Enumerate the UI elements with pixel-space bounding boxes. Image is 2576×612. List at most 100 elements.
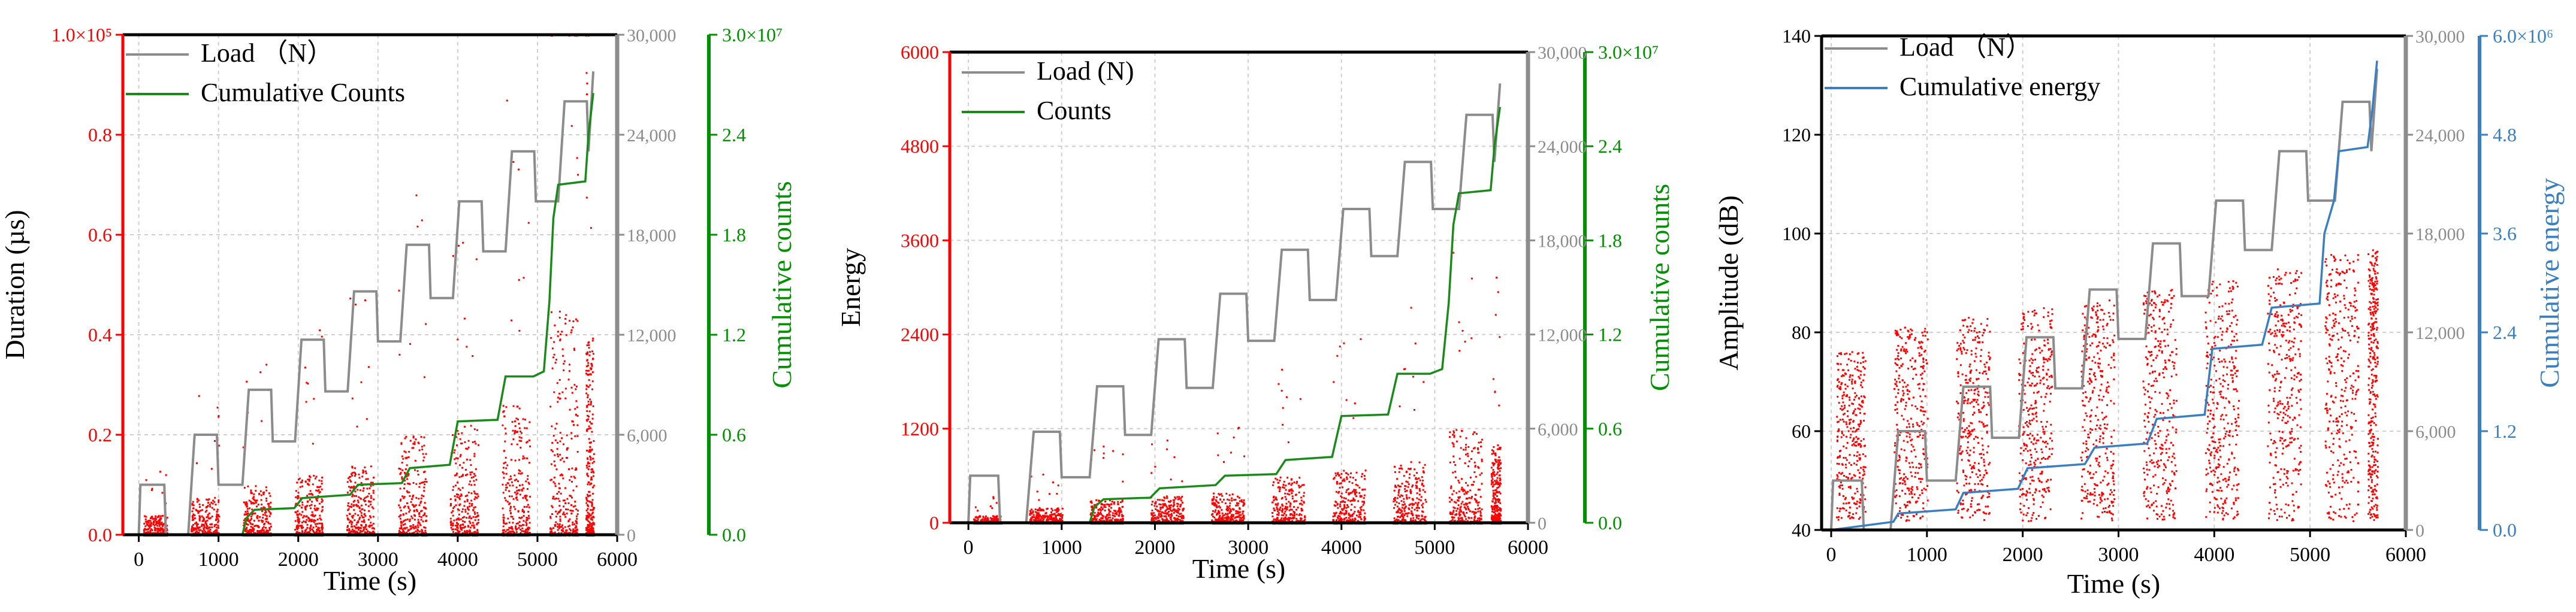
data-point (576, 320, 579, 322)
data-point (244, 513, 246, 516)
data-point (1182, 510, 1184, 512)
data-point (347, 509, 349, 511)
data-point (1155, 501, 1157, 503)
data-point (588, 425, 590, 428)
data-point (422, 520, 424, 523)
data-point (587, 374, 590, 376)
data-point (551, 450, 554, 453)
data-point (585, 518, 588, 520)
data-point (155, 518, 158, 520)
data-point (563, 362, 565, 365)
data-point (423, 436, 425, 438)
data-point (424, 483, 426, 486)
data-point (1037, 510, 1039, 512)
data-point (1235, 510, 1237, 513)
data-point (592, 529, 594, 532)
data-point (369, 515, 372, 517)
data-point (361, 516, 364, 519)
data-point (590, 368, 593, 371)
data-point (401, 462, 403, 464)
data-point (398, 467, 400, 469)
data-point (1221, 519, 1224, 522)
data-point (297, 527, 300, 529)
data-point (1182, 507, 1185, 510)
data-point (518, 407, 521, 410)
data-point (418, 504, 421, 507)
data-point (512, 438, 515, 440)
data-point (464, 526, 466, 528)
data-point (301, 479, 304, 481)
data-point (301, 511, 304, 513)
data-point (268, 505, 270, 507)
data-point (305, 521, 307, 523)
data-point (250, 492, 252, 495)
data-point (511, 319, 513, 322)
data-point (368, 532, 370, 534)
data-point (1106, 503, 1109, 505)
data-point (524, 529, 527, 532)
data-point (458, 487, 460, 490)
data-point (1054, 509, 1056, 511)
data-point (316, 486, 319, 488)
data-point (313, 521, 315, 523)
data-point (363, 516, 365, 519)
data-point (461, 529, 463, 531)
data-point (1241, 520, 1243, 522)
data-point (1173, 504, 1175, 507)
data-point (310, 520, 312, 523)
data-point (368, 510, 370, 512)
data-point (526, 488, 529, 490)
data-point (364, 299, 366, 302)
data-point (349, 489, 352, 492)
data-point (1243, 514, 1245, 517)
data-point (586, 344, 588, 347)
data-point (585, 450, 588, 452)
data-point (404, 527, 406, 529)
data-point (361, 475, 364, 478)
data-point (311, 501, 313, 503)
data-point (523, 524, 525, 526)
data-point (518, 329, 521, 332)
data-point (571, 420, 573, 422)
data-point (150, 516, 153, 518)
data-point (1235, 504, 1237, 507)
data-point (1039, 510, 1041, 512)
data-point (149, 531, 152, 533)
data-point (143, 531, 146, 534)
data-point (570, 504, 573, 506)
data-point (349, 487, 352, 489)
data-point (587, 351, 589, 353)
data-point (461, 532, 464, 534)
data-point (398, 529, 400, 532)
data-point (569, 525, 571, 527)
data-point (1057, 507, 1059, 510)
data-point (1241, 516, 1243, 519)
data-point (304, 481, 307, 483)
data-point (1056, 509, 1058, 511)
data-point (1051, 519, 1053, 521)
data-point (253, 498, 255, 501)
data-point (362, 469, 364, 472)
data-point (587, 475, 590, 477)
data-point (1215, 504, 1218, 507)
data-point (521, 527, 524, 529)
data-point (1164, 519, 1167, 522)
data-point (517, 489, 520, 492)
data-point (270, 512, 272, 514)
data-point (1154, 465, 1156, 468)
data-point (310, 507, 312, 510)
data-point (474, 519, 476, 522)
data-point (513, 505, 515, 508)
data-point (422, 481, 424, 484)
data-point (358, 473, 360, 475)
data-point (155, 523, 157, 526)
data-point (453, 519, 455, 522)
data-point (453, 452, 455, 454)
data-point (198, 518, 201, 520)
data-point (423, 490, 425, 492)
data-point (585, 496, 587, 499)
data-point (1239, 514, 1241, 516)
data-point (1055, 515, 1057, 517)
data-point (455, 504, 457, 507)
data-point (192, 501, 194, 503)
